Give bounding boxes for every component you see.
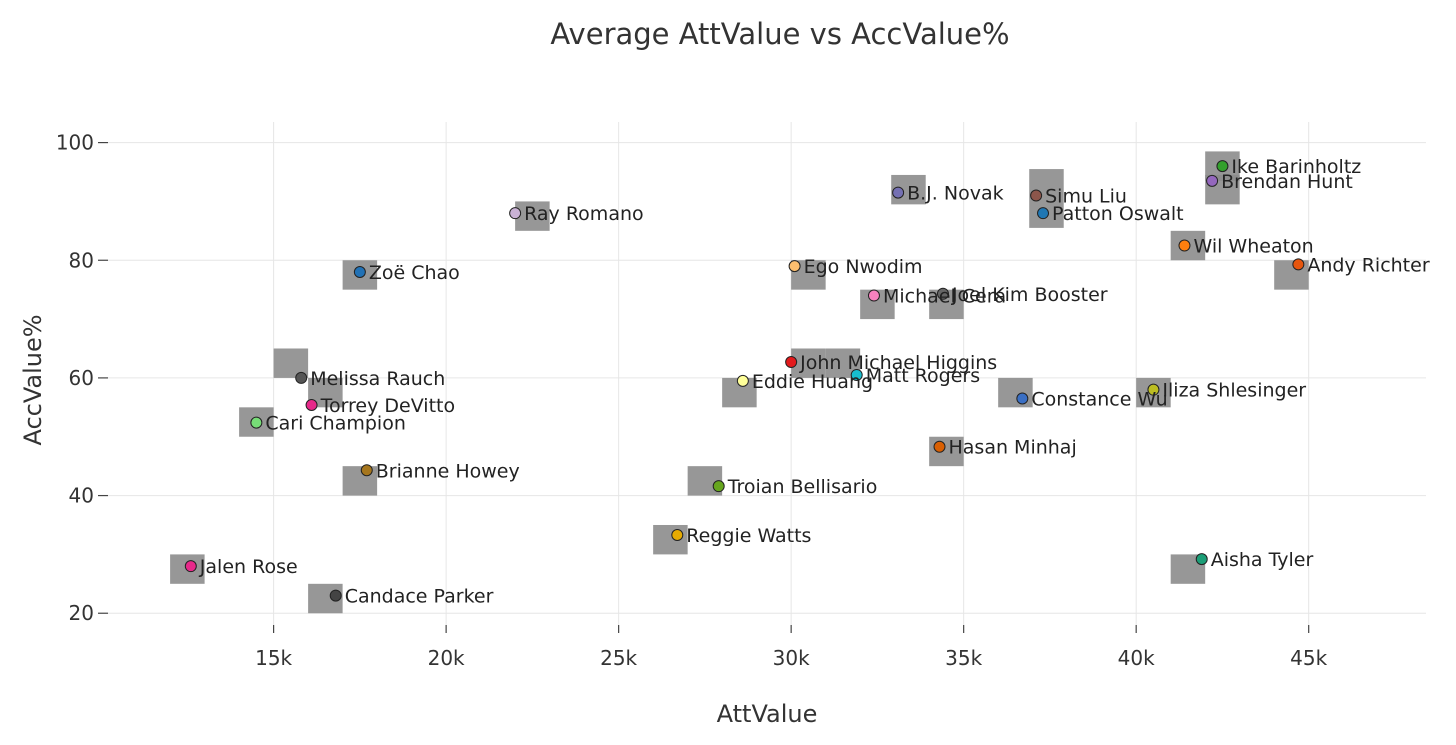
x-tick-label: 20k xyxy=(428,646,465,670)
data-point[interactable] xyxy=(671,528,684,541)
point-label: Iliza Shlesinger xyxy=(1162,380,1306,402)
data-point[interactable] xyxy=(788,260,801,273)
point-label: Aisha Tyler xyxy=(1211,549,1314,571)
point-label: Melissa Rauch xyxy=(310,368,445,390)
data-point[interactable] xyxy=(360,464,373,477)
data-point[interactable] xyxy=(1147,383,1160,396)
y-tick-label: 40 xyxy=(69,484,94,508)
point-label: Torrey DeVitto xyxy=(320,395,456,417)
point-label: Brendan Hunt xyxy=(1221,171,1353,193)
data-point[interactable] xyxy=(329,589,342,602)
point-label: Eddie Huang xyxy=(752,371,873,393)
background-square xyxy=(998,377,1033,408)
data-point[interactable] xyxy=(1016,392,1029,405)
point-label: Reggie Watts xyxy=(686,525,811,547)
point-label: Simu Liu xyxy=(1045,186,1127,208)
data-point[interactable] xyxy=(184,560,197,573)
data-point[interactable] xyxy=(936,287,949,300)
point-label: Joel Kim Booster xyxy=(951,284,1108,306)
point-label: Matt Rogers xyxy=(866,365,980,387)
y-tick-label: 80 xyxy=(69,248,94,272)
point-label: John Michael Higgins xyxy=(799,352,997,374)
x-tick-label: 35k xyxy=(945,646,982,670)
point-label: Jalen Rose xyxy=(199,556,298,578)
x-tick-label: 45k xyxy=(1290,646,1327,670)
data-point[interactable] xyxy=(250,416,263,429)
x-axis-title: AttValue xyxy=(717,700,818,728)
point-label: Ike Barinholtz xyxy=(1231,156,1361,178)
point-label: Brianne Howey xyxy=(376,460,520,482)
background-square xyxy=(929,436,964,467)
grid-layer xyxy=(108,122,1426,625)
data-point[interactable] xyxy=(295,371,308,384)
data-point[interactable] xyxy=(1206,174,1219,187)
y-tick-label: 20 xyxy=(69,601,94,625)
data-point[interactable] xyxy=(712,480,725,493)
y-tick-label: 60 xyxy=(69,366,94,390)
data-point[interactable] xyxy=(1292,258,1305,271)
data-point[interactable] xyxy=(1037,207,1050,220)
data-point[interactable] xyxy=(1216,160,1229,173)
point-label: Andy Richter xyxy=(1307,254,1429,276)
point-label: Ego Nwodim xyxy=(804,256,923,278)
x-tick-label: 25k xyxy=(600,646,637,670)
chart-title: Average AttValue vs AccValue% xyxy=(550,17,1009,51)
data-point[interactable] xyxy=(353,266,366,279)
point-label: Cari Champion xyxy=(265,413,406,435)
data-point[interactable] xyxy=(850,368,863,381)
point-label: Patton Oswalt xyxy=(1052,203,1184,225)
data-point[interactable] xyxy=(892,186,905,199)
point-label: Candace Parker xyxy=(345,586,494,608)
y-axis-title: AccValue% xyxy=(19,314,47,445)
point-label: Constance Wu xyxy=(1031,389,1167,411)
background-square xyxy=(515,201,550,231)
data-point[interactable] xyxy=(933,440,946,453)
point-label: Ray Romano xyxy=(524,203,644,225)
data-point[interactable] xyxy=(305,398,318,411)
x-tick-label: 40k xyxy=(1118,646,1155,670)
point-label: Wil Wheaton xyxy=(1193,236,1313,258)
point-label: Zoë Chao xyxy=(369,262,460,284)
x-tick-label: 30k xyxy=(773,646,810,670)
axes: 15k 20k 25k 30k 35k 40k 45k 20 40 60 80 100 xyxy=(56,131,1328,670)
data-point[interactable] xyxy=(1030,189,1043,202)
point-label: Hasan Minhaj xyxy=(949,437,1077,459)
point-label: Troian Bellisario xyxy=(727,476,878,498)
y-tick-label: 100 xyxy=(56,131,94,155)
point-label: Michael Cera xyxy=(883,286,1006,308)
data-point[interactable] xyxy=(509,207,522,220)
data-point[interactable] xyxy=(867,289,880,302)
data-point[interactable] xyxy=(736,374,749,387)
data-point[interactable] xyxy=(785,356,798,369)
background-square xyxy=(653,524,688,555)
data-points xyxy=(184,160,1305,602)
data-point[interactable] xyxy=(1195,553,1208,566)
background-markers xyxy=(170,151,1309,614)
data-point[interactable] xyxy=(1178,239,1191,252)
point-label: B.J. Novak xyxy=(907,183,1003,205)
x-tick-label: 15k xyxy=(255,646,292,670)
